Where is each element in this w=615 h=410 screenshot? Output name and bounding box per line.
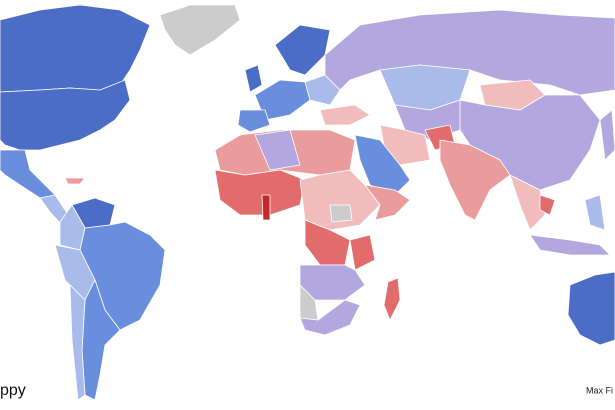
philippines	[584, 194, 606, 231]
turkey	[319, 104, 371, 126]
tanzania	[349, 234, 376, 271]
australia	[567, 271, 615, 346]
russia	[324, 9, 615, 96]
india	[439, 139, 511, 221]
algeria	[254, 129, 301, 171]
countries	[0, 4, 615, 401]
cameroon-car	[329, 204, 353, 223]
west-africa	[214, 169, 306, 216]
iberia	[237, 109, 271, 133]
cambodia	[539, 194, 556, 216]
title-fragment: ppy	[0, 382, 26, 399]
greenland	[159, 4, 241, 56]
credit-fragment: Max Fi	[586, 385, 613, 395]
mexico	[0, 149, 56, 199]
chile	[69, 284, 86, 401]
horn-of-africa	[364, 184, 411, 221]
myanmar-laos	[509, 174, 546, 231]
indonesia	[529, 234, 611, 256]
togo-benin	[261, 194, 271, 221]
east-europe	[304, 74, 341, 106]
japan	[599, 109, 615, 161]
saudi-arabia	[354, 134, 411, 196]
scandinavia	[274, 24, 331, 76]
madagascar	[383, 277, 401, 321]
usa	[0, 79, 131, 151]
caribbean	[64, 177, 86, 185]
south-africa	[299, 299, 361, 336]
canada	[0, 4, 151, 93]
uk	[244, 64, 263, 93]
